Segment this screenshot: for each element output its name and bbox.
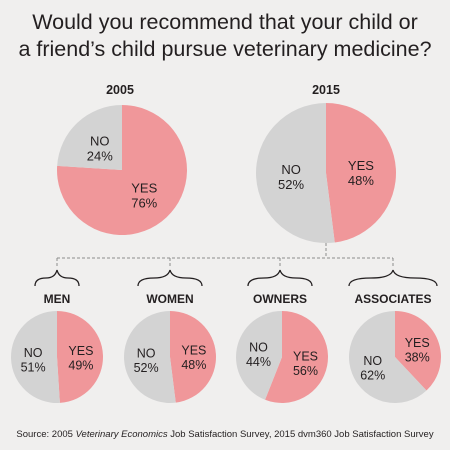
slice-value-men-yes: 49% [68,359,93,373]
slice-name-women-no: NO [137,347,156,361]
title-line-1: Would you recommend that your child or [32,10,418,34]
year-label-2005: 2005 [106,83,134,97]
slice-name-men-yes: YES [68,344,93,358]
slice-men-no [11,311,60,403]
slice-2015-yes [326,103,396,243]
slice-name-women-yes: YES [181,343,206,357]
title-line-2: a friend’s child pursue veterinary medic… [18,37,431,61]
slice-name-2015-no: NO [281,162,301,177]
group-label-women: WOMEN [146,292,193,306]
slice-women-yes [170,311,216,403]
slice-value-2015-no: 52% [278,177,304,192]
slice-name-2015-yes: YES [348,158,374,173]
brace-3 [348,269,438,287]
slice-value-2015-yes: 48% [348,173,374,188]
slice-name-men-no: NO [24,346,43,360]
slice-value-2005-yes: 76% [131,196,157,211]
slice-name-associates-no: NO [363,354,382,368]
slice-associates-no [348,311,427,403]
group-label-associates: ASSOCIATES [354,292,431,306]
slice-value-women-no: 52% [134,361,159,375]
slice-women-no [123,311,176,403]
pie-charts: YES76%NO24%YES48%NO52%YES49%NO51%YES48%N… [11,103,441,403]
slice-value-associates-no: 62% [360,368,385,382]
slice-value-owners-yes: 56% [293,364,318,378]
slice-2005-no [57,105,122,170]
slice-associates-yes [395,311,441,391]
slice-value-women-yes: 48% [181,358,206,372]
slice-value-men-no: 51% [21,360,46,374]
slice-name-owners-no: NO [249,341,268,355]
brace-1 [137,269,203,287]
group-label-owners: OWNERS [253,292,307,306]
slice-name-associates-yes: YES [405,336,430,350]
source-suffix: Job Satisfaction Survey, 2015 dvm360 Job… [168,429,434,440]
group-label-men: MEN [44,292,71,306]
slice-value-associates-yes: 38% [405,351,430,365]
slice-name-2005-no: NO [90,133,110,148]
source-note: Source: 2005 Veterinary Economics Job Sa… [16,429,433,440]
year-label-2015: 2015 [312,83,340,97]
source-prefix: Source: 2005 [16,429,75,440]
slice-2015-no [255,103,335,244]
source-italic: Veterinary Economics [76,429,168,440]
group-braces [34,269,438,287]
slice-owners-yes [265,311,329,403]
brace-0 [34,269,80,287]
connector-lines [56,243,394,268]
slice-name-2005-yes: YES [131,181,157,196]
slice-value-2005-no: 24% [87,148,113,163]
slice-owners-no [236,311,282,400]
slice-value-owners-no: 44% [246,355,271,369]
slice-men-yes [57,311,104,403]
slice-name-owners-yes: YES [293,349,318,363]
brace-2 [247,269,313,287]
